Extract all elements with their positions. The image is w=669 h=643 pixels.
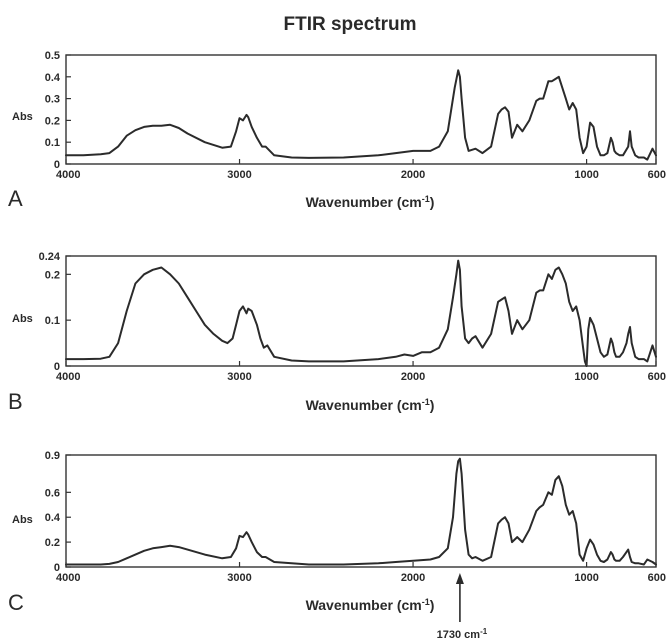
panel-a: 0 0.1 0.2 0.3 0.4 0.5 4000 3000 2000 1000 600 Abs… — [8, 50, 666, 211]
panel-c-y-tick-label: 0 — [54, 562, 60, 574]
panel-a-x-tick-label: 2000 — [401, 169, 425, 181]
panel-c-x-tick-label: 1000 — [574, 572, 598, 584]
peak-annotation: 1730 cm-1 — [437, 573, 488, 641]
figure-title: FTIR spectrum — [283, 14, 416, 35]
annotation-arrow-head — [455, 573, 464, 584]
annotation-label: 1730 cm-1 — [437, 627, 488, 641]
panel-b-x-tick-label: 4000 — [56, 371, 80, 383]
panel-c-x-axis-label-sup: -1 — [422, 597, 430, 607]
panel-c-series-line — [65, 457, 657, 566]
panel-c-x-axis-label: Wavenumber (cm-1) — [306, 597, 435, 613]
panel-a-y-axis-label: Abs — [12, 111, 33, 123]
panel-b-y-axis-label: Abs — [12, 313, 33, 325]
panel-c-x-tick-label: 2000 — [401, 572, 425, 584]
panel-b-x-tick-label: 600 — [648, 371, 666, 383]
panel-c-x-ticks: 4000 3000 2000 1000 600 — [56, 562, 666, 584]
panel-a-x-axis-label-main: Wavenumber (cm — [306, 194, 422, 210]
panel-a-series-line — [65, 69, 657, 161]
panel-a-letter: A — [8, 186, 23, 211]
panel-a-y-ticks: 0 0.1 0.2 0.3 0.4 0.5 — [45, 50, 71, 171]
panel-a-y-tick-label: 0.5 — [45, 50, 60, 62]
panel-c-x-tick-label: 600 — [648, 572, 666, 584]
annotation-label-main: 1730 cm — [437, 629, 481, 641]
panel-c-x-axis-label-main: Wavenumber (cm — [306, 597, 422, 613]
panel-b-x-tick-label: 3000 — [227, 371, 251, 383]
panel-a-x-axis-label-close: ) — [430, 194, 435, 210]
panel-c-y-ticks: 0 0.2 0.4 0.6 0.9 — [45, 450, 71, 574]
panel-b-x-tick-label: 1000 — [574, 371, 598, 383]
panel-b-y-tick-label: 0.24 — [39, 251, 61, 263]
panel-a-x-axis-label: Wavenumber (cm-1) — [306, 194, 435, 210]
panel-b-y-tick-label: 0 — [54, 361, 60, 373]
panel-c-letter: C — [8, 590, 24, 615]
panel-b-x-axis-label-sup: -1 — [422, 397, 430, 407]
panel-c-y-tick-label: 0.4 — [45, 512, 61, 524]
panel-a-y-tick-label: 0 — [54, 159, 60, 171]
panel-a-y-tick-label: 0.4 — [45, 72, 61, 84]
panel-b-letter: B — [8, 389, 23, 414]
panel-b-y-tick-label: 0.1 — [45, 315, 60, 327]
panel-a-y-tick-label: 0.3 — [45, 94, 60, 106]
panel-b-x-axis-label-close: ) — [430, 397, 435, 413]
panel-a-x-tick-label: 1000 — [574, 169, 598, 181]
panel-b-x-tick-label: 2000 — [401, 371, 425, 383]
panel-c-y-tick-label: 0.9 — [45, 450, 60, 462]
panel-a-x-tick-label: 4000 — [56, 169, 80, 181]
panel-c: 00.20.40.60.9 4000 3000 2000 1000 600 Abs C … — [8, 450, 666, 615]
annotation-label-sup: -1 — [480, 627, 488, 636]
panel-a-y-tick-label: 0.2 — [45, 115, 60, 127]
panel-b-y-ticks: 0 0.1 0.2 0.24 — [39, 251, 71, 373]
panel-b-series-line — [65, 259, 657, 367]
panel-a-x-ticks: 4000 3000 2000 1000 600 — [56, 159, 666, 181]
panel-c-x-tick-label: 3000 — [227, 572, 251, 584]
panel-a-y-tick-label: 0.1 — [45, 137, 60, 149]
panel-b-x-ticks: 4000 3000 2000 1000 600 — [56, 361, 666, 383]
panel-a-frame — [65, 54, 657, 165]
panel-a-x-axis-label-sup: -1 — [422, 194, 430, 204]
panel-b-y-tick-label: 0.2 — [45, 269, 60, 281]
panel-c-y-axis-label: Abs — [12, 514, 33, 526]
panel-b-x-axis-label-main: Wavenumber (cm — [306, 397, 422, 413]
panel-c-y-tick-label: 0.2 — [45, 537, 60, 549]
panel-b: 0 0.1 0.2 0.24 4000 3000 2000 1000 600 Abs B Wa… — [8, 251, 666, 414]
panel-b-x-axis-label: Wavenumber (cm-1) — [306, 397, 435, 413]
panel-a-x-tick-label: 600 — [648, 169, 666, 181]
panel-c-x-axis-label-close: ) — [430, 597, 435, 613]
panel-b-frame — [65, 255, 657, 367]
panel-a-x-tick-label: 3000 — [227, 169, 251, 181]
panel-c-x-tick-label: 4000 — [56, 572, 80, 584]
panel-c-y-tick-label: 0.6 — [45, 487, 60, 499]
panel-c-frame — [65, 454, 657, 568]
